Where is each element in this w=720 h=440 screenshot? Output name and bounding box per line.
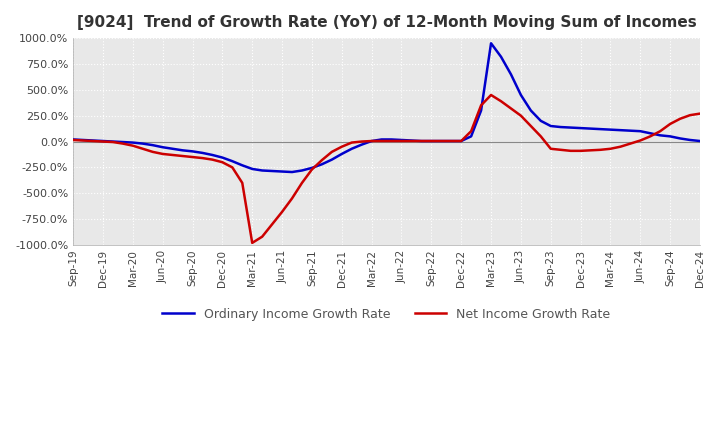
Net Income Growth Rate (338, 144, 346, 149)
Title: [9024]  Trend of Growth Rate (YoY) of 12-Month Moving Sum of Incomes: [9024] Trend of Growth Rate (YoY) of 12-… (77, 15, 696, 30)
Ordinary Income Growth Rate (148, 143, 157, 148)
Ordinary Income Growth Rate (487, 40, 495, 46)
Legend: Ordinary Income Growth Rate, Net Income Growth Rate: Ordinary Income Growth Rate, Net Income … (158, 303, 616, 326)
Net Income Growth Rate (248, 240, 256, 246)
Net Income Growth Rate (696, 111, 704, 116)
Line: Ordinary Income Growth Rate: Ordinary Income Growth Rate (73, 43, 700, 172)
Ordinary Income Growth Rate (338, 151, 346, 157)
Ordinary Income Growth Rate (288, 169, 297, 175)
Net Income Growth Rate (427, 138, 436, 143)
Ordinary Income Growth Rate (477, 108, 485, 113)
Ordinary Income Growth Rate (696, 138, 704, 143)
Net Income Growth Rate (69, 137, 78, 143)
Ordinary Income Growth Rate (387, 137, 396, 142)
Ordinary Income Growth Rate (427, 138, 436, 143)
Net Income Growth Rate (497, 99, 505, 104)
Net Income Growth Rate (387, 138, 396, 143)
Ordinary Income Growth Rate (497, 54, 505, 59)
Ordinary Income Growth Rate (69, 137, 78, 142)
Net Income Growth Rate (148, 149, 157, 154)
Net Income Growth Rate (487, 92, 495, 98)
Line: Net Income Growth Rate: Net Income Growth Rate (73, 95, 700, 243)
Net Income Growth Rate (477, 103, 485, 108)
